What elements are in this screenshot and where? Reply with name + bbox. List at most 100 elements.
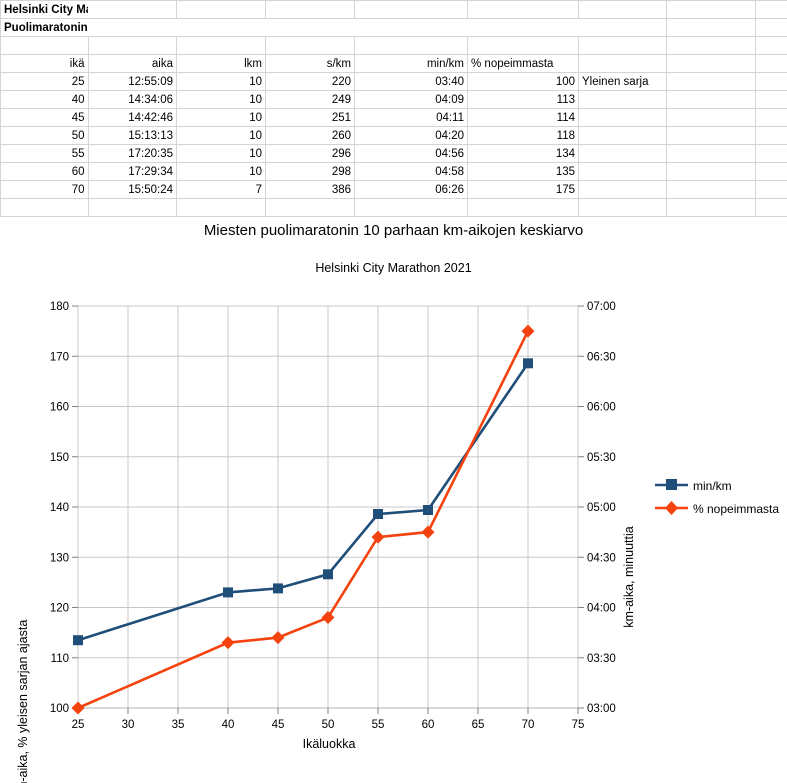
cell-minkm[interactable]: 03:40 [354,72,468,91]
cell-d3[interactable] [265,36,355,55]
column-header-g[interactable] [578,54,667,73]
cell-ika[interactable]: 45 [0,108,89,127]
cell-skm[interactable]: 260 [265,126,355,145]
cell-b3[interactable] [87,36,177,55]
column-header-ika[interactable]: ikä [0,54,89,73]
cell-note[interactable] [578,90,667,109]
cell-b1[interactable] [88,0,177,19]
cell-pct[interactable]: 135 [467,162,579,181]
cell-f3[interactable] [467,36,579,55]
cell-h3[interactable] [666,36,756,55]
cell-h10[interactable] [666,162,756,181]
cell-lkm[interactable]: 7 [176,180,266,199]
cell-lkm[interactable]: 10 [176,90,266,109]
cell-i1[interactable] [755,0,787,19]
column-header-minkm[interactable]: min/km [354,54,468,73]
cell-pct[interactable]: 118 [467,126,579,145]
cell-skm[interactable]: 296 [265,144,355,163]
cell-h7[interactable] [666,108,756,127]
sheet-title-cell[interactable]: Helsinki City Marathon 2021 [0,0,88,19]
cell-h8[interactable] [666,126,756,145]
cell-e2[interactable] [354,18,468,37]
cell-aika[interactable]: 15:50:24 [87,180,177,199]
cell-note[interactable] [578,180,667,199]
cell-g1[interactable] [578,0,667,19]
cell-pct[interactable]: 134 [467,144,579,163]
cell-c1[interactable] [176,0,266,19]
cell-b2[interactable] [88,18,177,37]
cell-i12[interactable] [755,198,787,217]
cell-pct[interactable]: 175 [467,180,579,199]
cell-i10[interactable] [755,162,787,181]
cell-aika[interactable]: 12:55:09 [87,72,177,91]
cell-aika[interactable]: 17:29:34 [87,162,177,181]
cell-ika[interactable]: 55 [0,144,89,163]
cell-e3[interactable] [354,36,468,55]
cell-i3[interactable] [755,36,787,55]
cell-aika[interactable]: 14:34:06 [87,90,177,109]
cell-c2[interactable] [176,18,266,37]
cell-h5[interactable] [666,72,756,91]
cell-h6[interactable] [666,90,756,109]
cell-skm[interactable]: 386 [265,180,355,199]
cell-skm[interactable]: 298 [265,162,355,181]
cell-minkm[interactable]: 04:11 [354,108,468,127]
cell-d1[interactable] [265,0,355,19]
cell-ika[interactable]: 60 [0,162,89,181]
cell-h11[interactable] [666,180,756,199]
cell-skm[interactable]: 251 [265,108,355,127]
cell-minkm[interactable]: 04:58 [354,162,468,181]
cell-d2[interactable] [265,18,355,37]
column-header-aika[interactable]: aika [87,54,177,73]
cell-i9[interactable] [755,144,787,163]
cell-i5[interactable] [755,72,787,91]
cell-ika[interactable]: 25 [0,72,89,91]
cell-pct[interactable]: 114 [467,108,579,127]
cell-i2[interactable] [755,18,787,37]
cell-i11[interactable] [755,180,787,199]
cell-note[interactable] [578,126,667,145]
cell-minkm[interactable]: 06:26 [354,180,468,199]
cell-e1[interactable] [354,0,468,19]
cell-minkm[interactable]: 04:56 [354,144,468,163]
sheet-subtitle-cell[interactable]: Puolimaratonin kilometriaikojen keskiarv… [0,18,88,37]
column-header-skm[interactable]: s/km [265,54,355,73]
cell-pct[interactable]: 100 [467,72,579,91]
cell-note[interactable] [578,108,667,127]
cell-lkm[interactable]: 10 [176,108,266,127]
cell-h2[interactable] [666,18,756,37]
cell-lkm[interactable]: 10 [176,144,266,163]
cell-a3[interactable] [0,36,89,55]
cell-aika[interactable]: 17:20:35 [87,144,177,163]
cell-h9[interactable] [666,144,756,163]
cell-c3[interactable] [176,36,266,55]
cell-minkm[interactable]: 04:20 [354,126,468,145]
cell-aika[interactable]: 14:42:46 [87,108,177,127]
cell-pct[interactable]: 113 [467,90,579,109]
cell-lkm[interactable]: 10 [176,72,266,91]
column-header-i[interactable] [755,54,787,73]
cell-ika[interactable]: 40 [0,90,89,109]
cell-f1[interactable] [467,0,579,19]
cell-i7[interactable] [755,108,787,127]
cell-ika[interactable]: 50 [0,126,89,145]
cell-i6[interactable] [755,90,787,109]
cell-skm[interactable]: 249 [265,90,355,109]
cell-i8[interactable] [755,126,787,145]
cell-ika[interactable]: 70 [0,180,89,199]
cell-note[interactable] [578,144,667,163]
cell-lkm[interactable]: 10 [176,162,266,181]
chart-legend[interactable]: min/km % nopeimmasta [655,479,779,516]
cell-f2[interactable] [467,18,579,37]
cell-skm[interactable]: 220 [265,72,355,91]
column-header-lkm[interactable]: lkm [176,54,266,73]
cell-g3[interactable] [578,36,667,55]
column-header-h[interactable] [666,54,756,73]
cell-minkm[interactable]: 04:09 [354,90,468,109]
cell-note[interactable]: Yleinen sarja [578,72,667,91]
cell-g2[interactable] [578,18,667,37]
cell-aika[interactable]: 15:13:13 [87,126,177,145]
cell-note[interactable] [578,162,667,181]
cell-h1[interactable] [666,0,756,19]
cell-lkm[interactable]: 10 [176,126,266,145]
